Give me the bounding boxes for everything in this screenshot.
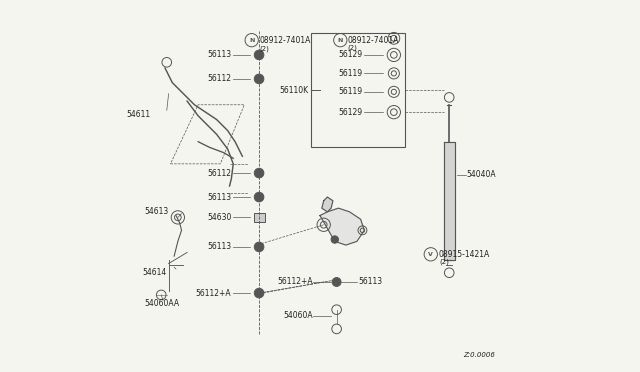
FancyBboxPatch shape	[253, 213, 264, 222]
Polygon shape	[322, 197, 333, 212]
Text: 56113: 56113	[207, 51, 232, 60]
Circle shape	[254, 74, 264, 84]
Text: 54060A: 54060A	[283, 311, 312, 320]
Polygon shape	[320, 208, 364, 245]
Text: Z:0.0006: Z:0.0006	[463, 352, 495, 358]
Text: 56113: 56113	[207, 193, 232, 202]
Polygon shape	[444, 142, 455, 260]
Text: 56119: 56119	[339, 87, 362, 96]
Text: 56110K: 56110K	[280, 86, 309, 94]
Text: 54613: 54613	[145, 207, 168, 217]
Text: (2): (2)	[259, 45, 269, 52]
Text: (2): (2)	[439, 259, 449, 265]
Text: 54630: 54630	[207, 213, 232, 222]
Text: 54614: 54614	[143, 268, 167, 277]
Circle shape	[254, 192, 264, 202]
Text: 56112: 56112	[207, 169, 232, 177]
FancyBboxPatch shape	[311, 33, 405, 147]
Text: 54060AA: 54060AA	[145, 299, 180, 308]
Text: 56112+A: 56112+A	[277, 278, 312, 286]
Text: 08912-7401A: 08912-7401A	[259, 36, 310, 45]
Text: 08915-1421A: 08915-1421A	[439, 250, 490, 259]
Text: 56119: 56119	[339, 69, 362, 78]
Text: 54611: 54611	[126, 109, 150, 119]
Text: 56113: 56113	[359, 278, 383, 286]
Text: N: N	[338, 38, 343, 43]
Circle shape	[254, 50, 264, 60]
Circle shape	[254, 242, 264, 252]
Circle shape	[254, 168, 264, 178]
Text: 08912-7401A: 08912-7401A	[348, 36, 399, 45]
Text: (2): (2)	[348, 44, 358, 51]
Circle shape	[331, 236, 339, 243]
Text: 56129: 56129	[339, 51, 362, 60]
Text: 56113: 56113	[207, 243, 232, 251]
Circle shape	[254, 288, 264, 298]
Text: V: V	[428, 252, 433, 257]
Text: 56112: 56112	[207, 74, 232, 83]
Circle shape	[332, 278, 341, 286]
Text: 56112+A: 56112+A	[196, 289, 232, 298]
Text: 54040A: 54040A	[467, 170, 496, 179]
Text: 56129: 56129	[339, 108, 362, 117]
Text: N: N	[249, 38, 254, 43]
